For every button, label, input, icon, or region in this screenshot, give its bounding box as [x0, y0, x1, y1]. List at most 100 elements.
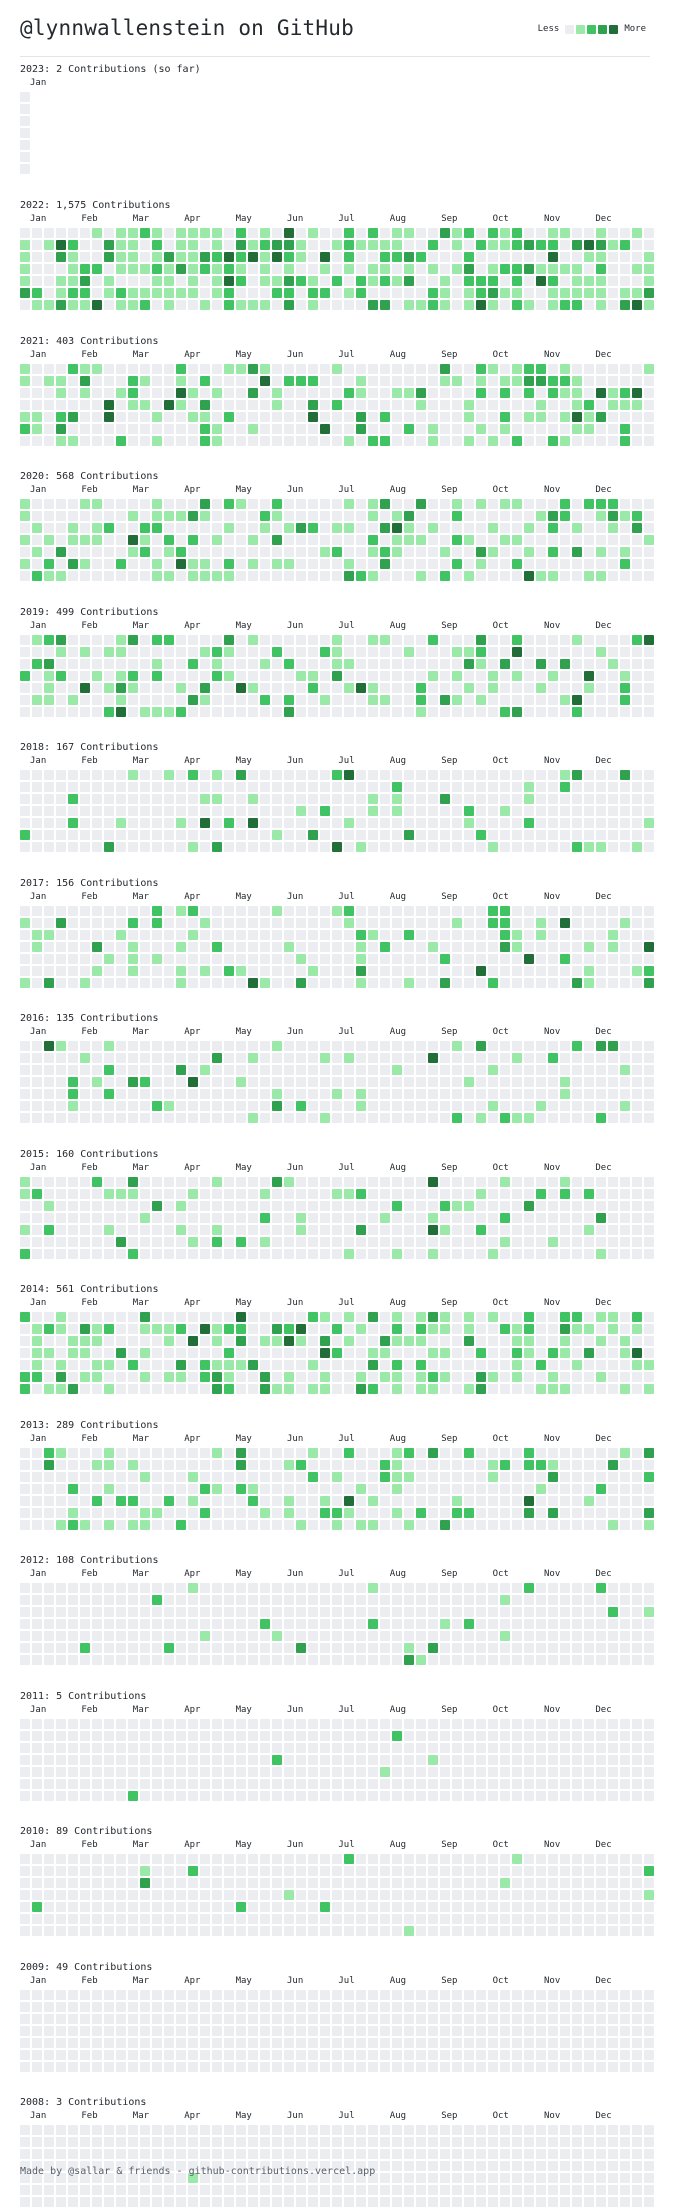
contribution-day-cell[interactable]: [584, 523, 594, 533]
contribution-day-cell[interactable]: [164, 499, 174, 509]
contribution-day-cell[interactable]: [476, 818, 486, 828]
contribution-day-cell[interactable]: [416, 300, 426, 310]
contribution-day-cell[interactable]: [68, 264, 78, 274]
contribution-day-cell[interactable]: [464, 1767, 474, 1777]
contribution-day-cell[interactable]: [464, 1755, 474, 1765]
contribution-day-cell[interactable]: [44, 1595, 54, 1605]
contribution-day-cell[interactable]: [20, 1065, 30, 1075]
contribution-day-cell[interactable]: [152, 523, 162, 533]
contribution-day-cell[interactable]: [212, 707, 222, 717]
contribution-day-cell[interactable]: [116, 794, 126, 804]
contribution-day-cell[interactable]: [620, 1237, 630, 1247]
contribution-day-cell[interactable]: [500, 1496, 510, 1506]
contribution-day-cell[interactable]: [320, 842, 330, 852]
contribution-day-cell[interactable]: [500, 1213, 510, 1223]
contribution-day-cell[interactable]: [296, 436, 306, 446]
contribution-day-cell[interactable]: [476, 830, 486, 840]
contribution-day-cell[interactable]: [608, 252, 618, 262]
contribution-day-cell[interactable]: [620, 1053, 630, 1063]
contribution-day-cell[interactable]: [572, 707, 582, 717]
contribution-day-cell[interactable]: [380, 683, 390, 693]
contribution-day-cell[interactable]: [272, 1914, 282, 1924]
contribution-day-cell[interactable]: [572, 1631, 582, 1641]
contribution-day-cell[interactable]: [236, 1448, 246, 1458]
contribution-day-cell[interactable]: [392, 1719, 402, 1729]
contribution-day-cell[interactable]: [584, 1460, 594, 1470]
contribution-day-cell[interactable]: [536, 1053, 546, 1063]
contribution-day-cell[interactable]: [284, 1189, 294, 1199]
contribution-day-cell[interactable]: [260, 388, 270, 398]
contribution-day-cell[interactable]: [92, 1053, 102, 1063]
contribution-day-cell[interactable]: [260, 1372, 270, 1382]
contribution-day-cell[interactable]: [380, 1225, 390, 1235]
contribution-day-cell[interactable]: [452, 1041, 462, 1051]
contribution-day-cell[interactable]: [320, 412, 330, 422]
contribution-day-cell[interactable]: [296, 1384, 306, 1394]
contribution-day-cell[interactable]: [140, 978, 150, 988]
contribution-day-cell[interactable]: [500, 671, 510, 681]
contribution-day-cell[interactable]: [488, 659, 498, 669]
contribution-day-cell[interactable]: [68, 1496, 78, 1506]
contribution-day-cell[interactable]: [380, 1926, 390, 1936]
contribution-day-cell[interactable]: [512, 906, 522, 916]
contribution-day-cell[interactable]: [404, 1791, 414, 1801]
contribution-day-cell[interactable]: [104, 1719, 114, 1729]
contribution-day-cell[interactable]: [200, 1791, 210, 1801]
contribution-day-cell[interactable]: [620, 1312, 630, 1322]
contribution-day-cell[interactable]: [548, 1731, 558, 1741]
contribution-day-cell[interactable]: [512, 1866, 522, 1876]
contribution-day-cell[interactable]: [524, 1065, 534, 1075]
contribution-day-cell[interactable]: [176, 571, 186, 581]
contribution-day-cell[interactable]: [44, 288, 54, 298]
contribution-day-cell[interactable]: [116, 1914, 126, 1924]
contribution-day-cell[interactable]: [140, 436, 150, 446]
contribution-day-cell[interactable]: [500, 1384, 510, 1394]
contribution-day-cell[interactable]: [416, 671, 426, 681]
contribution-day-cell[interactable]: [68, 535, 78, 545]
contribution-day-cell[interactable]: [80, 1583, 90, 1593]
contribution-day-cell[interactable]: [188, 1643, 198, 1653]
contribution-day-cell[interactable]: [236, 1631, 246, 1641]
contribution-day-cell[interactable]: [392, 571, 402, 581]
contribution-day-cell[interactable]: [452, 559, 462, 569]
contribution-day-cell[interactable]: [260, 499, 270, 509]
contribution-day-cell[interactable]: [560, 1189, 570, 1199]
contribution-day-cell[interactable]: [104, 535, 114, 545]
contribution-day-cell[interactable]: [524, 1719, 534, 1729]
contribution-day-cell[interactable]: [608, 794, 618, 804]
contribution-day-cell[interactable]: [548, 1201, 558, 1211]
contribution-day-cell[interactable]: [356, 671, 366, 681]
contribution-day-cell[interactable]: [188, 1472, 198, 1482]
contribution-day-cell[interactable]: [80, 671, 90, 681]
contribution-day-cell[interactable]: [572, 535, 582, 545]
contribution-day-cell[interactable]: [392, 683, 402, 693]
contribution-day-cell[interactable]: [320, 1583, 330, 1593]
contribution-day-cell[interactable]: [308, 1619, 318, 1629]
contribution-day-cell[interactable]: [128, 806, 138, 816]
contribution-day-cell[interactable]: [452, 695, 462, 705]
contribution-day-cell[interactable]: [416, 1089, 426, 1099]
contribution-day-cell[interactable]: [632, 978, 642, 988]
contribution-day-cell[interactable]: [476, 954, 486, 964]
contribution-day-cell[interactable]: [404, 1731, 414, 1741]
contribution-day-cell[interactable]: [68, 1866, 78, 1876]
contribution-day-cell[interactable]: [188, 683, 198, 693]
contribution-day-cell[interactable]: [560, 400, 570, 410]
contribution-day-cell[interactable]: [356, 770, 366, 780]
contribution-day-cell[interactable]: [104, 1213, 114, 1223]
contribution-day-cell[interactable]: [236, 1719, 246, 1729]
contribution-day-cell[interactable]: [356, 830, 366, 840]
contribution-day-cell[interactable]: [32, 523, 42, 533]
contribution-day-cell[interactable]: [560, 647, 570, 657]
contribution-day-cell[interactable]: [68, 1619, 78, 1629]
contribution-day-cell[interactable]: [596, 930, 606, 940]
contribution-day-cell[interactable]: [200, 1755, 210, 1765]
contribution-day-cell[interactable]: [416, 1643, 426, 1653]
contribution-day-cell[interactable]: [344, 1854, 354, 1864]
contribution-day-cell[interactable]: [536, 240, 546, 250]
contribution-day-cell[interactable]: [56, 1755, 66, 1765]
contribution-day-cell[interactable]: [464, 1384, 474, 1394]
contribution-day-cell[interactable]: [452, 1336, 462, 1346]
contribution-day-cell[interactable]: [32, 1249, 42, 1259]
contribution-day-cell[interactable]: [296, 1201, 306, 1211]
